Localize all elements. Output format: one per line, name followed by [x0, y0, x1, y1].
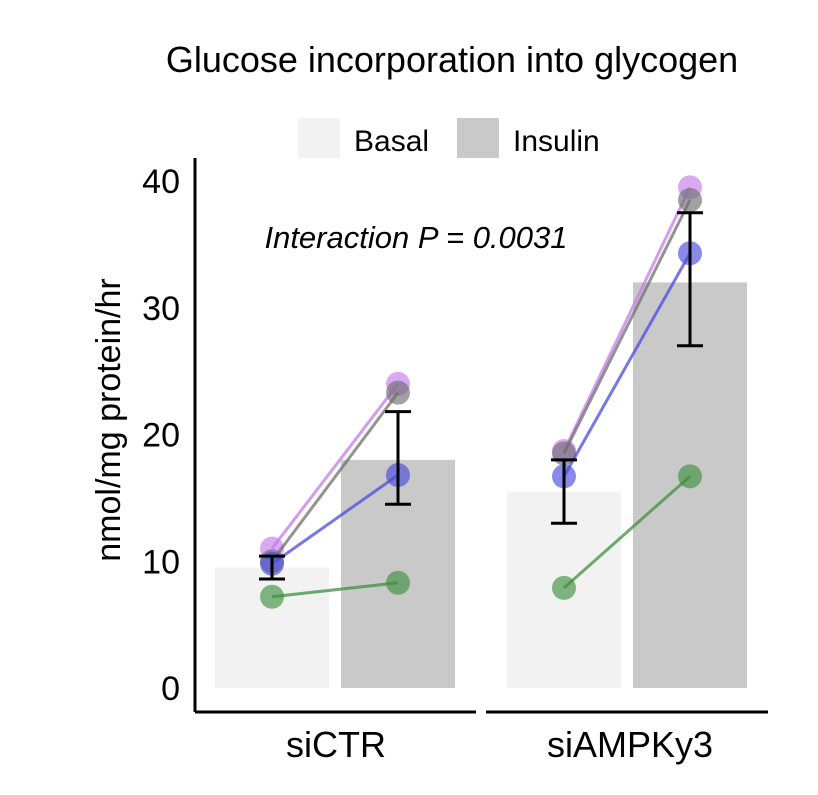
pair-line-2-sictr — [270, 391, 400, 563]
bars — [215, 282, 747, 688]
chart-title: Glucose incorporation into glycogen — [166, 39, 738, 80]
pair-line-3-siampky3 — [562, 252, 692, 478]
y-axis-label: nmol/mg protein/hr — [90, 278, 128, 561]
y-tick-label: 0 — [161, 670, 180, 708]
y-tick-label: 40 — [142, 163, 180, 201]
y-tick-label: 20 — [142, 417, 180, 455]
pair-line-1-siampky3 — [562, 186, 692, 452]
legend: Basal Insulin — [298, 118, 600, 158]
legend-swatch-insulin — [457, 118, 499, 158]
legend-label-insulin: Insulin — [513, 125, 600, 158]
pair-line-4-siampky3 — [563, 475, 691, 589]
pair-line-3-sictr — [271, 473, 399, 566]
point-insulin-2-sictr — [386, 380, 410, 405]
pair-line-1-sictr — [270, 382, 400, 550]
axes: 0 10 20 30 40 siCTR siAMPKy3 — [142, 158, 768, 765]
legend-label-basal: Basal — [354, 125, 429, 158]
point-basal-4-sictr — [260, 584, 284, 609]
point-basal-4-siampky3 — [552, 575, 576, 600]
interaction-annotation: Interaction P = 0.0031 — [264, 220, 567, 255]
x-tick-label: siCTR — [286, 724, 386, 765]
pair-line-2-siampky3 — [562, 199, 692, 455]
y-tick-label: 30 — [142, 290, 180, 328]
point-insulin-4-sictr — [386, 570, 410, 595]
x-tick-label: siAMPKy3 — [547, 724, 713, 765]
point-insulin-4-siampky3 — [678, 464, 702, 489]
y-tick-label: 10 — [142, 543, 180, 581]
point-insulin-2-siampky3 — [678, 188, 702, 213]
pair-line-4-sictr — [271, 581, 399, 599]
error-bars — [259, 211, 703, 581]
paired-points — [260, 175, 702, 609]
legend-swatch-basal — [298, 118, 340, 158]
